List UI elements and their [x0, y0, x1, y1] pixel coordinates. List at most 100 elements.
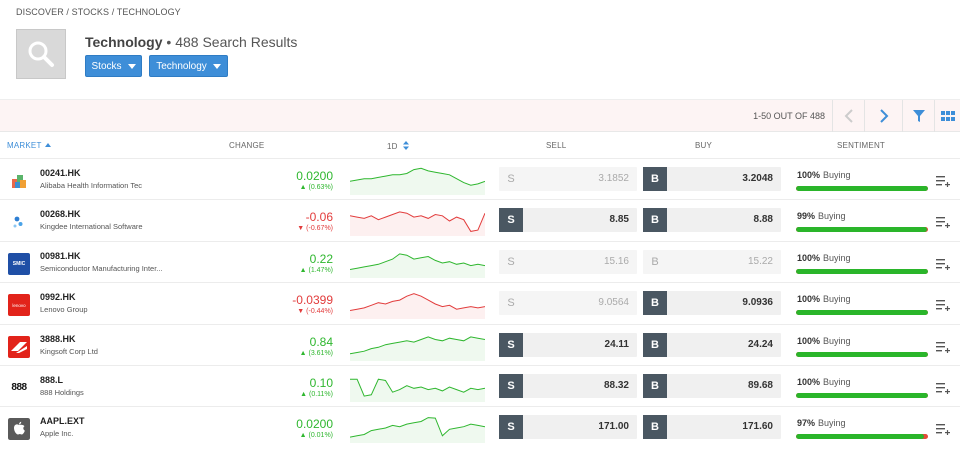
- watchlist-add-icon[interactable]: [936, 300, 950, 312]
- sell-button[interactable]: S 8.85: [499, 208, 637, 233]
- sell-price: 3.1852: [598, 173, 629, 184]
- buy-price: 15.22: [747, 255, 773, 267]
- sparkline-chart: [350, 378, 485, 402]
- pager-range-text: 1-50 OUT OF 488: [753, 111, 825, 121]
- sentiment-bar-fill: [796, 227, 927, 233]
- change-percent-text: (0.63%): [308, 184, 333, 191]
- kingdee-logo: [8, 211, 30, 233]
- table-row[interactable]: AAPL.EXT Apple Inc. 0.0200 ▲ (0.01%) S 1…: [0, 406, 960, 447]
- market-header-label: MARKET: [7, 141, 42, 150]
- buy-price: 89.68: [747, 379, 773, 391]
- change-percent-text: (-0.44%): [306, 308, 333, 316]
- buy-button[interactable]: B 15.22: [643, 249, 781, 274]
- sell-button[interactable]: S 9.0564: [499, 291, 637, 316]
- sparkline-chart: [350, 211, 485, 237]
- watchlist-add-icon[interactable]: [936, 258, 950, 270]
- sentiment-bar-fill: [796, 351, 928, 357]
- sell-button[interactable]: S 171.00: [499, 415, 637, 440]
- grid-icon: [940, 111, 955, 121]
- instrument-ticker[interactable]: 0992.HK: [40, 292, 76, 303]
- sell-tag: S: [499, 373, 523, 398]
- buy-button[interactable]: B 8.88: [643, 208, 781, 233]
- magnifier-icon: [28, 41, 54, 67]
- watchlist-add-icon[interactable]: [936, 176, 950, 187]
- sentiment-percent: 100%: [797, 335, 821, 346]
- buy-button[interactable]: B 9.0936: [643, 291, 781, 316]
- sentiment-percent: 100%: [797, 252, 821, 263]
- sentiment-label: Buying: [823, 376, 851, 387]
- table-row[interactable]: 3888.HK Kingsoft Corp Ltd 0.84 ▲ (3.61%)…: [0, 323, 960, 365]
- table-row[interactable]: SMIC 00981.HK Semiconductor Manufacturin…: [0, 240, 960, 282]
- sparkline-line: [350, 253, 485, 270]
- previous-page-button[interactable]: [832, 100, 864, 132]
- sentiment-text: 97% Buying: [797, 418, 846, 428]
- buy-price: 24.24: [747, 338, 773, 350]
- sparkline-line: [350, 417, 485, 438]
- change-percent-text: (0.11%): [309, 390, 333, 398]
- results-count: • 488 Search Results: [166, 34, 298, 50]
- sell-price: 88.32: [603, 379, 629, 391]
- change-arrow-icon: ▲: [300, 390, 308, 398]
- sell-button[interactable]: S 88.32: [499, 373, 637, 398]
- sparkline-chart: [350, 335, 485, 361]
- sentiment-text: 100% Buying: [797, 336, 851, 346]
- sparkline-area: [350, 212, 485, 237]
- sell-tag: S: [499, 415, 523, 440]
- instrument-ticker[interactable]: 888.L: [40, 374, 64, 385]
- stocks-filter-dropdown[interactable]: Stocks: [85, 55, 142, 77]
- breadcrumb-stocks[interactable]: STOCKS: [71, 7, 110, 17]
- table-row[interactable]: 00241.HK Alibaba Health Information Tec …: [0, 158, 960, 199]
- technology-filter-dropdown[interactable]: Technology: [149, 55, 228, 77]
- instrument-ticker[interactable]: AAPL.EXT: [40, 416, 85, 427]
- instrument-ticker[interactable]: 00241.HK: [40, 168, 81, 178]
- change-percent-text: (1.47%): [308, 266, 333, 274]
- sparkline-area: [350, 293, 485, 320]
- market-column-header[interactable]: MARKET: [7, 141, 51, 150]
- watchlist-add-icon[interactable]: [936, 217, 950, 229]
- table-row[interactable]: 888 888.L 888 Holdings 0.10 ▲ (0.11%) S …: [0, 364, 960, 406]
- change-value: 0.22: [309, 251, 333, 266]
- watchlist-add-icon[interactable]: [936, 424, 950, 436]
- 888-logo: 888: [8, 376, 30, 399]
- period-header-label: 1D: [387, 142, 398, 151]
- next-page-button[interactable]: [864, 100, 902, 132]
- instrument-ticker[interactable]: 3888.HK: [40, 333, 76, 344]
- page-title: Technology • 488 Search Results: [85, 34, 297, 50]
- instrument-ticker[interactable]: 00268.HK: [40, 209, 81, 220]
- period-column-header[interactable]: 1D: [387, 141, 410, 151]
- buy-button[interactable]: B 3.2048: [643, 167, 781, 191]
- buy-button[interactable]: B 89.68: [643, 373, 781, 398]
- watchlist-add-icon[interactable]: [936, 341, 950, 353]
- buy-price: 3.2048: [742, 173, 773, 184]
- grid-view-button[interactable]: [934, 100, 960, 132]
- change-column-header[interactable]: CHANGE: [229, 141, 265, 150]
- buy-button[interactable]: B 24.24: [643, 332, 781, 357]
- sentiment-column-header: SENTIMENT: [837, 141, 886, 150]
- sentiment-text: 100% Buying: [797, 294, 851, 304]
- buy-button[interactable]: B 171.60: [643, 415, 781, 440]
- sentiment-text: 100% Buying: [797, 170, 851, 180]
- change-percent: ▲ (0.11%): [300, 391, 333, 398]
- change-percent: ▲ (0.63%): [300, 184, 333, 191]
- watchlist-add-icon[interactable]: [936, 382, 950, 394]
- breadcrumb-discover[interactable]: DISCOVER: [16, 7, 64, 17]
- sell-button[interactable]: S 15.16: [499, 249, 637, 274]
- sentiment-bar-fill: [796, 186, 928, 191]
- lenovo-logo: lenovo: [8, 294, 30, 317]
- sparkline-chart: [350, 293, 485, 320]
- buy-tag: B: [643, 332, 667, 357]
- sell-price: 171.00: [598, 421, 629, 433]
- sentiment-bar: [796, 392, 928, 398]
- stocks-filter-label: Stocks: [91, 60, 122, 72]
- instrument-ticker[interactable]: 00981.HK: [40, 250, 81, 261]
- sell-button[interactable]: S 24.11: [499, 332, 637, 357]
- sentiment-bar: [796, 227, 928, 233]
- table-row[interactable]: lenovo 0992.HK Lenovo Group -0.0399 ▼ (-…: [0, 282, 960, 323]
- sell-button[interactable]: S 3.1852: [499, 167, 637, 191]
- sentiment-label: Buying: [823, 252, 851, 263]
- filter-button[interactable]: [902, 100, 934, 132]
- change-value: 0.0200: [296, 169, 333, 183]
- table-row[interactable]: 00268.HK Kingdee International Software …: [0, 199, 960, 240]
- change-arrow-icon: ▼: [297, 308, 305, 316]
- change-percent: ▼ (-0.67%): [297, 225, 333, 232]
